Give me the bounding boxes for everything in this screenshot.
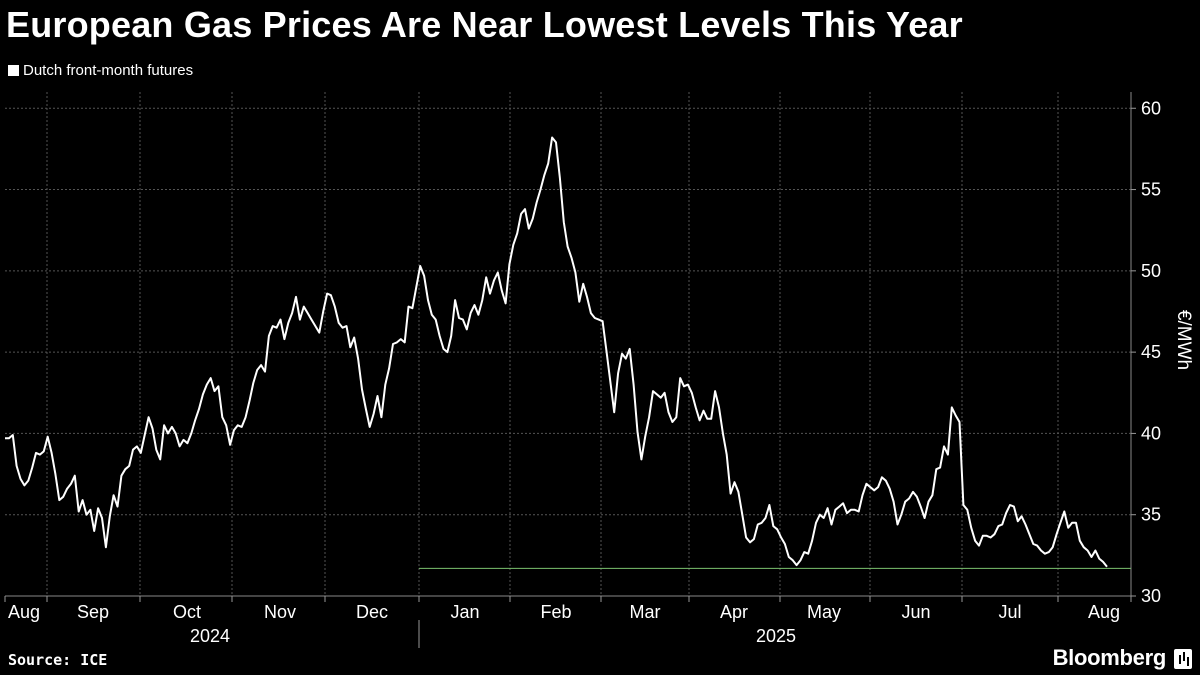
x-tick-label: Dec (356, 602, 388, 622)
x-tick-label: Jan (450, 602, 479, 622)
x-axis: Aug Sep Oct Nov Dec Jan Feb Mar Apr May Jun Jul Aug 2… (4, 595, 1132, 648)
grid-lines (5, 92, 1131, 597)
chart-title: European Gas Prices Are Near Lowest Leve… (6, 4, 963, 45)
y-axis: 30 35 40 45 50 55 60 (1130, 92, 1161, 606)
legend-swatch (8, 65, 19, 76)
x-tick-label: Nov (264, 602, 296, 622)
year-label: 2025 (756, 626, 796, 646)
x-tick-label: Aug (1088, 602, 1120, 622)
legend: Dutch front-month futures (8, 62, 193, 79)
x-tick-label: Jun (901, 602, 930, 622)
y-tick-label: 55 (1141, 180, 1161, 200)
x-tick-label: May (807, 602, 841, 622)
y-tick-label: 45 (1141, 342, 1161, 362)
legend-label: Dutch front-month futures (23, 62, 194, 79)
series-line-dutch-front-month (5, 136, 1108, 568)
x-tick-label: Jul (998, 602, 1021, 622)
y-tick-label: 60 (1141, 98, 1161, 118)
y-tick-label: 35 (1141, 505, 1161, 525)
y-tick-label: 40 (1141, 423, 1161, 443)
x-tick-label: Aug (8, 602, 40, 622)
x-tick-label: Apr (720, 602, 748, 622)
x-tick-label: Oct (173, 602, 201, 622)
x-tick-label: Mar (630, 602, 661, 622)
x-tick-label: Sep (77, 602, 109, 622)
year-label: 2024 (190, 626, 230, 646)
bloomberg-mark-icon (1174, 649, 1192, 669)
y-tick-label: 30 (1141, 586, 1161, 606)
x-tick-label: Feb (540, 602, 571, 622)
y-axis-label: €/MWh (1173, 310, 1194, 370)
bloomberg-logo: Bloomberg (1052, 645, 1167, 670)
y-tick-label: 50 (1141, 261, 1161, 281)
source-note: Source: ICE (8, 651, 108, 669)
